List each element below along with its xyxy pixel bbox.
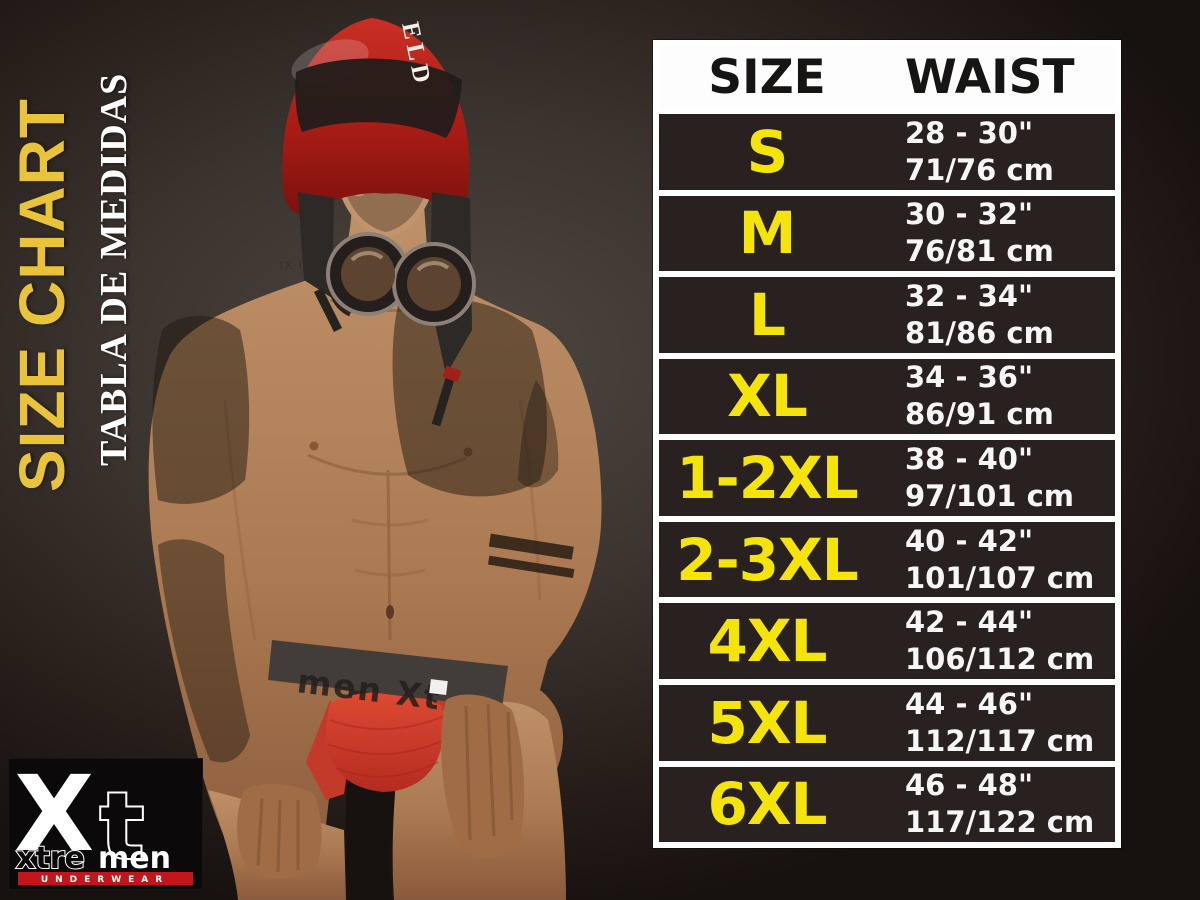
logo-underwear-label: UNDERWEAR bbox=[41, 875, 169, 885]
waist-value: 32 - 34" 81/86 cm bbox=[875, 278, 1115, 352]
page-title: SIZE CHART bbox=[6, 98, 78, 492]
size-value: M bbox=[738, 199, 797, 268]
size-value: L bbox=[749, 280, 786, 349]
waist-cm: 71/76 cm bbox=[905, 152, 1054, 187]
logo-wordmark-solid: men bbox=[98, 841, 171, 876]
waist-value: 34 - 36" 86/91 cm bbox=[875, 359, 1115, 433]
waist-inches: 40 - 42" bbox=[905, 523, 1034, 558]
underwear: men Xt bbox=[268, 640, 508, 800]
tattoos: IX-I-MCMXC bbox=[152, 254, 575, 763]
waist-inches: 38 - 40" bbox=[905, 442, 1034, 477]
table-row: 4XL 42 - 44" 106/112 cm bbox=[659, 597, 1115, 679]
waist-inches: 34 - 36" bbox=[905, 360, 1034, 395]
waist-cm: 86/91 cm bbox=[905, 397, 1054, 432]
size-value: 6XL bbox=[707, 770, 827, 839]
logo-wordmark-outline: xtre bbox=[16, 841, 85, 876]
table-row: 5XL 44 - 46" 112/117 cm bbox=[659, 678, 1115, 761]
helmet-visor bbox=[295, 58, 462, 139]
logo-underwear-bar bbox=[18, 872, 193, 885]
waistband bbox=[268, 640, 508, 708]
waist-inches: 46 - 48" bbox=[905, 768, 1034, 803]
waist-value: 44 - 46" 112/117 cm bbox=[875, 686, 1115, 760]
waist-value: 46 - 48" 117/122 cm bbox=[875, 767, 1115, 841]
waist-inches: 42 - 44" bbox=[905, 605, 1034, 640]
logo-monogram-t: t bbox=[100, 773, 144, 880]
logo-monogram-x: X bbox=[14, 758, 94, 875]
waist-value: 40 - 42" 101/107 cm bbox=[875, 523, 1115, 597]
waist-inches: 44 - 46" bbox=[905, 686, 1034, 721]
waist-cm: 117/122 cm bbox=[905, 805, 1095, 840]
waist-cm: 112/117 cm bbox=[905, 723, 1095, 758]
table-row: 1-2XL 38 - 40" 97/101 cm bbox=[659, 434, 1115, 516]
size-value: 2-3XL bbox=[676, 525, 858, 594]
waist-cm: 81/86 cm bbox=[905, 315, 1054, 350]
size-table: SIZE WAIST S 28 - 30" 71/76 cm M 30 - 32… bbox=[653, 40, 1121, 848]
table-row: 2-3XL 40 - 42" 101/107 cm bbox=[659, 515, 1115, 598]
goggles bbox=[326, 232, 476, 326]
waist-inches: 30 - 32" bbox=[905, 197, 1034, 232]
waist-inches: 32 - 34" bbox=[905, 278, 1034, 313]
size-value: 1-2XL bbox=[676, 444, 858, 513]
table-row: S 28 - 30" 71/76 cm bbox=[659, 108, 1115, 190]
waist-inches: 28 - 30" bbox=[905, 115, 1034, 150]
table-row: L 32 - 34" 81/86 cm bbox=[659, 271, 1115, 353]
table-row: XL 34 - 36" 86/91 cm bbox=[659, 352, 1115, 435]
table-row: 6XL 46 - 48" 117/122 cm bbox=[659, 760, 1115, 843]
column-header-waist: WAIST bbox=[905, 49, 1075, 105]
waist-value: 30 - 32" 76/81 cm bbox=[875, 196, 1115, 270]
waist-cm: 97/101 cm bbox=[905, 479, 1074, 514]
column-header-size: SIZE bbox=[708, 49, 826, 105]
waist-cm: 76/81 cm bbox=[905, 234, 1054, 269]
waist-value: 28 - 30" 71/76 cm bbox=[875, 115, 1115, 189]
table-row: M 30 - 32" 76/81 cm bbox=[659, 189, 1115, 272]
hands bbox=[237, 694, 525, 879]
size-value: S bbox=[746, 117, 789, 186]
size-value: 5XL bbox=[707, 688, 827, 757]
size-value: XL bbox=[727, 362, 808, 431]
size-table-header: SIZE WAIST bbox=[659, 46, 1115, 108]
model-figure: IX-I-MCMXC ELD bbox=[148, 18, 602, 900]
size-value: 4XL bbox=[707, 607, 827, 676]
xtremen-logo: X t xtre men UNDERWEAR bbox=[8, 758, 203, 890]
waist-cm: 106/112 cm bbox=[905, 642, 1095, 677]
waist-value: 38 - 40" 97/101 cm bbox=[875, 441, 1115, 515]
waist-value: 42 - 44" 106/112 cm bbox=[875, 604, 1115, 678]
waist-cm: 101/107 cm bbox=[905, 560, 1095, 595]
page-subtitle: TABLA DE MEDIDAS bbox=[93, 72, 135, 466]
